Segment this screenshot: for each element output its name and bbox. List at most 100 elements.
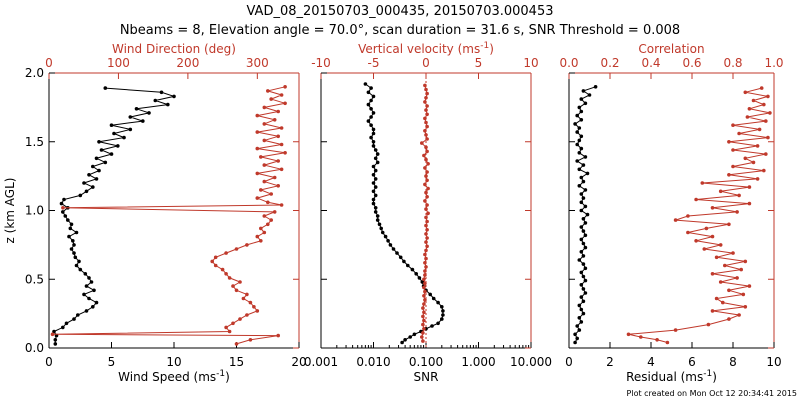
red-data-point [727, 222, 731, 227]
bottom-tick-label: 8 [729, 355, 737, 369]
red-data-point [61, 206, 65, 210]
black-data-point [166, 102, 170, 107]
red-data-point [737, 313, 741, 317]
red-data-point [743, 156, 748, 161]
red-data-point [423, 100, 427, 104]
black-data-point [579, 118, 584, 122]
black-data-point [386, 239, 390, 243]
red-data-point [272, 118, 277, 122]
top-axis-label: Wind Direction (deg) [112, 42, 236, 56]
red-data-point [269, 192, 274, 196]
black-data-point [403, 338, 407, 342]
black-data-point [159, 90, 164, 95]
black-data-point [373, 206, 378, 210]
black-data-point [103, 86, 108, 90]
red-data-point [422, 302, 426, 306]
red-data-point [262, 230, 267, 235]
red-data-point [424, 265, 428, 269]
black-data-point [369, 86, 373, 90]
black-data-point [573, 122, 577, 126]
red-data-point [762, 168, 766, 173]
red-data-point [425, 236, 429, 240]
black-data-point [579, 175, 584, 180]
black-data-point [441, 313, 445, 317]
red-data-point [423, 182, 427, 187]
red-data-point [266, 222, 270, 227]
red-data-point [743, 90, 748, 95]
black-data-point [579, 250, 584, 254]
black-data-point [366, 90, 371, 95]
bottom-tick-label: 4 [647, 355, 655, 369]
black-data-point [77, 259, 81, 264]
red-data-point [283, 101, 287, 106]
bottom-tick-label: 0.001 [304, 355, 338, 369]
black-data-point [373, 148, 378, 152]
red-data-point [714, 296, 719, 301]
plot-credit: Plot created on Mon Oct 12 20:34:41 2015 [627, 389, 797, 398]
red-data-point [279, 126, 284, 130]
black-data-point [72, 317, 76, 321]
red-data-point [424, 223, 428, 228]
red-data-point [421, 339, 425, 343]
black-data-point [577, 316, 582, 320]
red-data-point [421, 331, 425, 335]
red-data-point [259, 188, 263, 192]
top-axis-label: Correlation [638, 42, 704, 56]
red-series-line [628, 87, 770, 343]
red-data-point [276, 184, 281, 188]
red-data-point [425, 137, 429, 141]
red-data-point [279, 142, 284, 147]
red-data-point [262, 163, 267, 167]
black-data-point [91, 164, 95, 169]
red-data-point [224, 272, 228, 276]
black-data-point [581, 217, 586, 221]
black-data-point [153, 98, 158, 103]
black-data-point [94, 156, 99, 161]
black-data-point [67, 234, 71, 239]
black-data-point [579, 320, 584, 324]
red-data-point [266, 200, 270, 205]
red-data-point [423, 261, 427, 265]
top-tick-label: 0.6 [682, 56, 701, 70]
black-data-point [87, 173, 91, 177]
red-data-point [279, 203, 284, 207]
black-data-point [581, 241, 586, 246]
black-data-point [76, 313, 80, 317]
red-data-point [426, 211, 430, 216]
black-data-point [575, 159, 579, 163]
red-data-point [721, 300, 725, 305]
black-data-point [577, 258, 582, 262]
black-data-point [369, 98, 373, 103]
black-data-point [74, 230, 79, 235]
black-data-point [172, 94, 176, 99]
black-data-point [366, 119, 371, 123]
black-data-point [74, 263, 79, 268]
red-data-point [751, 160, 756, 165]
red-data-point [735, 276, 739, 280]
black-data-point [373, 210, 378, 214]
red-data-point [424, 120, 428, 125]
red-data-point [424, 145, 428, 150]
top-tick-label: 0 [422, 56, 430, 70]
top-tick-label: 0.8 [723, 56, 742, 70]
black-data-point [577, 184, 582, 188]
black-data-point [581, 262, 586, 266]
black-data-point [94, 177, 99, 181]
black-data-point [577, 138, 582, 143]
black-data-point [363, 82, 368, 86]
red-data-point [424, 190, 428, 195]
bottom-tick-label: 0 [565, 355, 573, 369]
black-data-point [91, 305, 95, 309]
red-data-point [423, 281, 427, 286]
black-data-point [371, 201, 376, 206]
black-data-point [371, 94, 376, 99]
black-data-point [575, 142, 579, 147]
red-data-point [424, 133, 428, 137]
red-data-point [423, 273, 427, 277]
black-data-point [103, 160, 108, 165]
red-data-point [425, 219, 429, 224]
black-data-point [61, 210, 65, 214]
red-data-point [283, 151, 287, 155]
black-data-point [579, 225, 584, 229]
black-data-point [579, 295, 584, 299]
